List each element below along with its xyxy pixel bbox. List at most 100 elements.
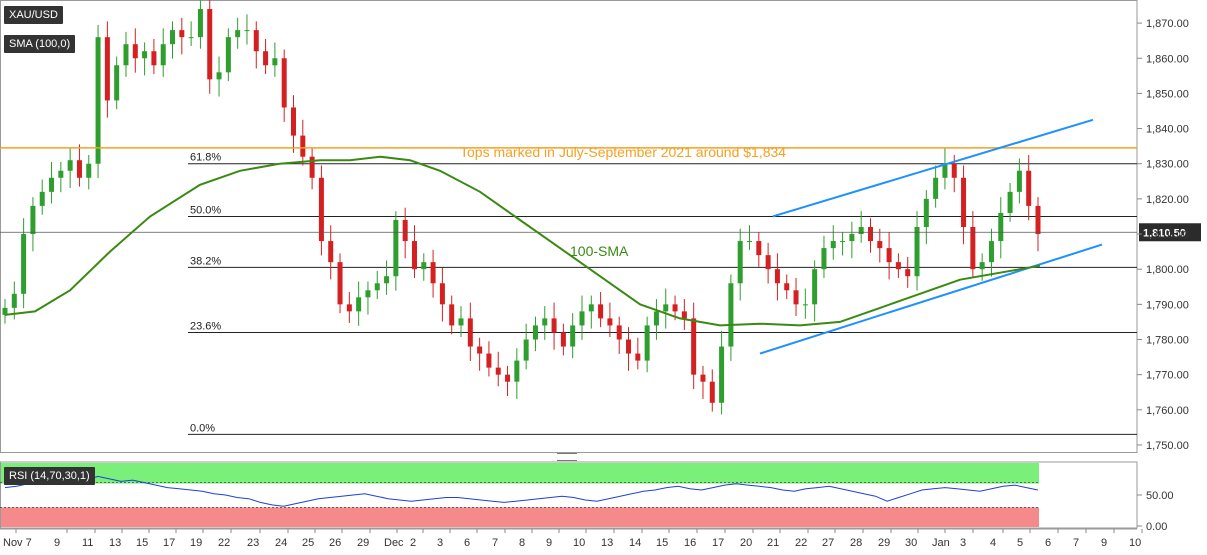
candle-body	[402, 219, 408, 242]
x-tick-label: 8	[519, 537, 525, 549]
y-tick-label: 1,860.00	[1146, 53, 1189, 65]
x-tick-label: 23	[247, 537, 259, 549]
candle-body	[774, 269, 780, 284]
candle-body	[39, 191, 45, 206]
candle-body	[542, 318, 548, 326]
candle-body	[58, 170, 64, 178]
price-axis: 1,870.00 1,860.00 1,850.00 1,840.00 1,830.00…	[1137, 18, 1189, 452]
x-tick-label: 20	[740, 537, 752, 549]
main-panel-frame	[0, 0, 1138, 453]
fib-level-label: 23.6%	[190, 320, 221, 332]
rsi-overbought-zone	[1, 463, 1039, 484]
candle-body	[700, 374, 706, 382]
x-tick-label: Jan	[932, 537, 950, 549]
x-tick-label: 14	[629, 537, 641, 549]
fib-level-label: 38.2%	[190, 255, 221, 267]
candle-body	[849, 234, 855, 242]
candle-body	[197, 9, 203, 38]
y-tick-label: 1,750.00	[1146, 440, 1189, 452]
x-tick-label: 9	[546, 537, 552, 549]
candle-body	[505, 374, 511, 382]
candle-body	[86, 163, 92, 178]
x-tick-label: 26	[329, 537, 341, 549]
candle-body	[170, 30, 176, 45]
x-tick-label: 22	[218, 537, 230, 549]
candle-body	[793, 290, 799, 305]
candle-body	[328, 241, 334, 263]
candle-body	[914, 227, 920, 277]
candle-body	[216, 72, 222, 80]
x-tick-label: 7	[1073, 537, 1079, 549]
x-tick-label: 9	[1101, 537, 1107, 549]
candle-body	[737, 241, 743, 284]
x-tick-label: 24	[275, 537, 287, 549]
candle-body	[411, 241, 417, 270]
y-tick-label: 1,780.00	[1146, 335, 1189, 347]
candle-body	[681, 311, 687, 319]
candle-body	[672, 304, 678, 312]
x-tick-label: 10	[573, 537, 585, 549]
x-tick-label: 10	[1129, 537, 1141, 549]
candle-body	[951, 163, 957, 178]
candle-body	[942, 163, 948, 178]
candle-body	[114, 65, 120, 101]
candle-body	[644, 325, 650, 361]
candle-body	[570, 325, 576, 347]
candle-body	[905, 269, 911, 277]
current-price-tag	[1139, 223, 1201, 242]
candle-body	[318, 177, 324, 242]
y-tick-label: 1,830.00	[1146, 159, 1189, 171]
candle-body	[895, 262, 901, 270]
candle-body	[514, 360, 520, 382]
x-tick-label: 27	[822, 537, 834, 549]
candle-body	[30, 205, 36, 235]
symbol-tag[interactable]: XAU/USD	[4, 6, 63, 24]
candle-body	[495, 367, 501, 375]
candle-body	[886, 248, 892, 263]
candle-body	[160, 44, 166, 66]
candle-body	[1007, 191, 1013, 213]
candle-body	[300, 135, 306, 157]
candle-body	[961, 177, 967, 227]
candle-body	[11, 293, 17, 308]
candle-body	[337, 262, 343, 305]
x-tick-label: 29	[357, 537, 369, 549]
x-tick-label: 3	[437, 537, 443, 549]
x-tick-label: 7	[492, 537, 498, 549]
y-tick-label: 1,820.00	[1146, 194, 1189, 206]
candle-body	[290, 107, 296, 136]
candle-body	[560, 332, 566, 347]
y-tick-label: 1,870.00	[1146, 18, 1189, 30]
candle-body	[1026, 170, 1032, 206]
overlay-lines: 1,810.50	[0, 118, 1201, 355]
candle-body	[979, 262, 985, 270]
candle-body	[95, 37, 101, 164]
sma-indicator-tag[interactable]: SMA (100,0)	[4, 35, 76, 53]
x-tick-label: Nov 7	[3, 537, 32, 549]
candle-body	[132, 44, 138, 59]
candle-body	[374, 283, 380, 291]
candle-body	[988, 241, 994, 263]
rsi-indicator-tag[interactable]: RSI (14,70,30,1)	[4, 467, 95, 485]
candle-body	[933, 177, 939, 199]
y-tick-label: 1,800.00	[1146, 264, 1189, 276]
candle-body	[812, 269, 818, 305]
x-tick-label: 17	[712, 537, 724, 549]
candle-body	[253, 30, 259, 52]
candle-body	[67, 160, 73, 171]
candle-body	[719, 346, 725, 403]
x-tick-label: 13	[601, 537, 613, 549]
candle-body	[384, 276, 390, 284]
candle-body	[784, 283, 790, 291]
candle-body	[365, 290, 371, 298]
panel-resize-handle[interactable]	[557, 453, 577, 461]
candle-body	[272, 58, 278, 66]
candle-body	[691, 318, 697, 375]
candle-body	[830, 241, 836, 249]
candle-body	[151, 51, 157, 66]
fibonacci-levels: 100.0%61.8%50.0%38.2%23.6%0.0%	[188, 152, 1137, 435]
x-tick-label: 15	[656, 537, 668, 549]
rsi-tick-label: 0.00	[1146, 521, 1167, 533]
x-tick-label: 11	[82, 537, 93, 549]
